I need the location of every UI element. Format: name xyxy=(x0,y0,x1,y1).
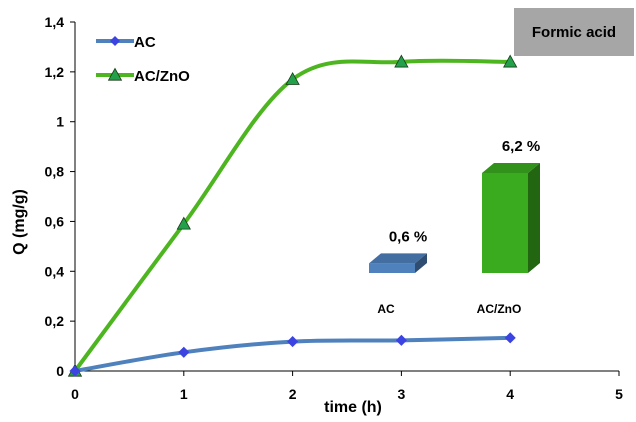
axes xyxy=(70,21,620,376)
x-tick-label: 5 xyxy=(615,386,623,402)
inset-bar-ac-zno xyxy=(482,173,528,273)
data-point-ac-zno xyxy=(394,54,409,68)
y-tick-label: 1,2 xyxy=(45,64,65,80)
y-tick-label: 0,2 xyxy=(45,313,65,329)
inset-bar-category-label: AC xyxy=(377,302,395,316)
legend-ac-label: AC xyxy=(134,34,156,51)
y-tick-label: 0,8 xyxy=(45,164,65,180)
formic-acid-label: Formic acid xyxy=(532,24,616,41)
data-point-ac-zno xyxy=(176,216,191,230)
y-tick-label: 0,6 xyxy=(45,213,65,229)
data-point-ac xyxy=(504,332,516,344)
inset-bar-ac xyxy=(369,263,415,273)
data-point-ac-zno xyxy=(285,72,300,85)
data-point-ac-zno xyxy=(503,54,518,68)
x-tick-label: 2 xyxy=(289,386,297,402)
inset-bar-top-ac-zno xyxy=(482,163,540,173)
data-point-ac xyxy=(69,365,81,377)
y-tick-label: 1 xyxy=(56,114,64,130)
legend-aczno-label: AC/ZnO xyxy=(134,68,190,85)
inset-bar-side-ac xyxy=(415,253,427,273)
inset-bar-value-label: 6,2 % xyxy=(502,138,540,155)
data-point-ac xyxy=(395,334,407,346)
x-tick-labels: 0 1 2 3 4 5 xyxy=(71,386,623,402)
inset-bar-top-ac xyxy=(369,253,427,264)
formic-acid-box-bg xyxy=(514,8,634,56)
data-point-ac xyxy=(287,336,299,348)
x-tick-label: 4 xyxy=(506,386,514,402)
x-tick-label: 3 xyxy=(398,386,406,402)
y-axis-label: Q (mg/g) xyxy=(11,189,28,255)
inset-bar-side-ac-zno xyxy=(528,163,540,273)
x-tick-label: 0 xyxy=(71,386,79,402)
data-point-ac xyxy=(178,346,190,358)
inset-bar-value-label: 0,6 % xyxy=(389,228,427,245)
y-tick-label: 1,4 xyxy=(45,14,65,30)
legend: AC AC/ZnO xyxy=(96,34,190,85)
x-axis-label: time (h) xyxy=(324,399,382,416)
x-tick-label: 1 xyxy=(180,386,188,402)
inset-bar-chart: 0,6 % AC 6,2 % AC/ZnO xyxy=(369,138,540,316)
legend-aczno-marker xyxy=(107,67,123,81)
y-tick-label: 0 xyxy=(56,363,64,379)
series-line-ac-zno xyxy=(73,58,513,373)
inset-bar-category-label: AC/ZnO xyxy=(477,302,522,316)
formic-acid-box: Formic acid xyxy=(514,8,634,56)
y-tick-label: 0,4 xyxy=(45,263,65,279)
legend-ac-marker xyxy=(110,36,120,46)
y-tick-labels: 0 0,2 0,4 0,6 0,8 1 1,2 1,4 xyxy=(45,14,65,379)
series-layer xyxy=(67,54,518,377)
